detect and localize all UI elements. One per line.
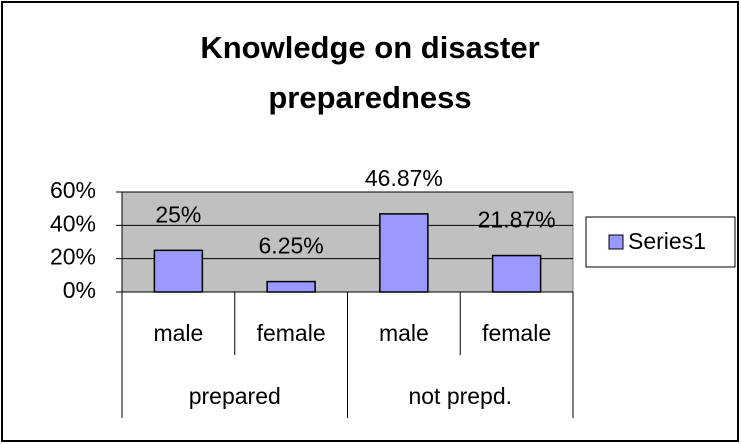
x-tick-label: male	[153, 320, 203, 346]
bar	[379, 213, 429, 293]
x-tick-label: male	[379, 320, 429, 346]
x-tick-label: female	[257, 320, 326, 346]
data-label: 6.25%	[259, 233, 324, 259]
y-tick-label: 0%	[63, 277, 96, 303]
group-label: prepared	[189, 383, 281, 409]
data-label: 25%	[155, 201, 201, 227]
bar	[491, 254, 542, 293]
legend-swatch	[608, 234, 624, 250]
group-label: not prepd.	[408, 383, 512, 409]
chart-title: preparedness	[268, 80, 471, 115]
bar	[153, 249, 204, 293]
x-tick-label: female	[482, 320, 551, 346]
y-tick-label: 60%	[50, 177, 96, 203]
chart-title: Knowledge on disaster	[200, 30, 539, 65]
y-tick-label: 20%	[50, 244, 96, 270]
data-label: 46.87%	[365, 165, 443, 191]
bar	[266, 280, 316, 293]
data-label: 21.87%	[478, 207, 556, 233]
legend-label: Series1	[628, 228, 706, 254]
y-tick-label: 40%	[50, 210, 96, 236]
